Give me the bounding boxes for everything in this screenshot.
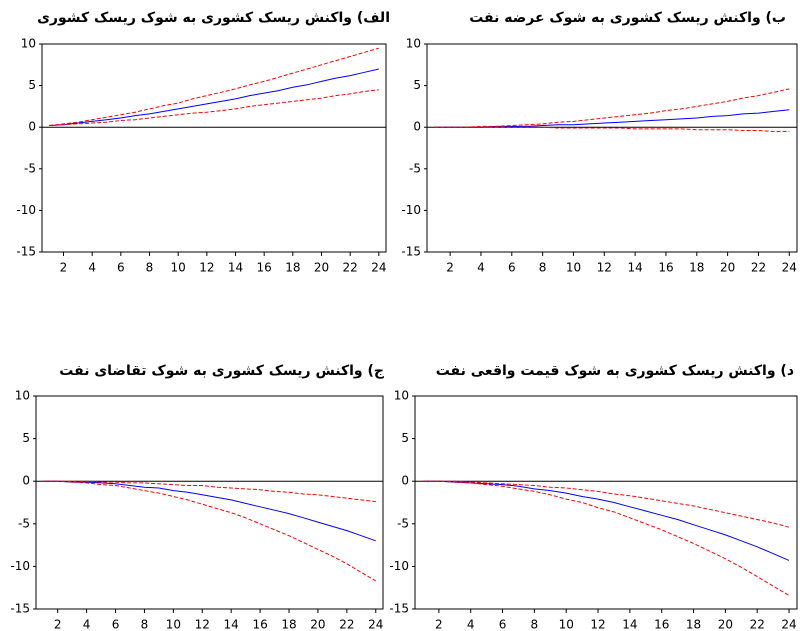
x-tick-label: 12 [195, 618, 210, 631]
series-line [43, 481, 376, 501]
x-tick-label: 16 [257, 261, 272, 275]
x-tick-label: 10 [171, 261, 186, 275]
series-line [43, 481, 376, 541]
plot-frame [36, 396, 383, 609]
y-tick-label: 5 [401, 431, 409, 445]
y-tick-label: -15 [401, 245, 421, 259]
x-tick-label: 8 [539, 261, 547, 275]
x-tick-label: 22 [751, 261, 766, 275]
x-tick-label: 20 [310, 618, 325, 631]
x-tick-label: 16 [252, 618, 267, 631]
chart-title: ب) واکنش ریسک کشوری به شوک عرضه نفت [469, 10, 786, 26]
x-tick-label: 22 [343, 261, 358, 275]
x-tick-label: 8 [531, 618, 539, 631]
x-tick-label: 6 [499, 618, 507, 631]
x-tick-label: 14 [228, 261, 243, 275]
x-tick-label: 16 [658, 261, 673, 275]
x-tick-label: 10 [559, 618, 574, 631]
x-tick-label: 12 [597, 261, 612, 275]
y-tick-label: 0 [28, 120, 36, 134]
y-tick-label: 0 [22, 474, 30, 488]
series-line [49, 48, 379, 125]
x-tick-label: 12 [590, 618, 605, 631]
y-tick-label: -10 [401, 203, 421, 217]
x-tick-label: 2 [54, 618, 62, 631]
x-tick-label: 18 [285, 261, 300, 275]
plot-frame [42, 44, 386, 252]
x-tick-label: 18 [689, 261, 704, 275]
x-tick-label: 4 [477, 261, 485, 275]
x-tick-label: 6 [508, 261, 516, 275]
y-tick-label: -5 [18, 516, 30, 530]
y-tick-label: -5 [397, 516, 409, 530]
chart-title: ج) واکنش ریسک کشوری به شوک تقاضای نفت [59, 363, 385, 379]
y-tick-label: -5 [409, 161, 421, 175]
y-tick-label: -10 [389, 559, 409, 573]
x-tick-label: 4 [83, 618, 91, 631]
x-tick-label: 12 [199, 261, 214, 275]
x-tick-label: 14 [627, 261, 642, 275]
plot-frame [427, 44, 797, 252]
y-tick-label: 5 [22, 431, 30, 445]
y-tick-label: -5 [24, 161, 36, 175]
y-tick-label: 0 [401, 474, 409, 488]
y-tick-label: 10 [394, 389, 409, 403]
x-tick-label: 6 [112, 618, 120, 631]
x-tick-label: 16 [654, 618, 669, 631]
series-line [435, 110, 790, 128]
x-tick-label: 4 [88, 261, 96, 275]
y-tick-label: 5 [413, 78, 421, 92]
series-line [49, 69, 379, 126]
series-line [435, 127, 790, 131]
y-tick-label: 10 [406, 37, 421, 51]
y-tick-label: -15 [389, 602, 409, 616]
x-tick-label: 8 [141, 618, 149, 631]
plot-frame [415, 396, 797, 609]
x-tick-label: 2 [446, 261, 454, 275]
x-tick-label: 2 [435, 618, 443, 631]
x-tick-label: 14 [224, 618, 239, 631]
x-tick-label: 24 [781, 618, 796, 631]
x-tick-label: 10 [166, 618, 181, 631]
x-tick-label: 18 [281, 618, 296, 631]
x-tick-label: 24 [371, 261, 386, 275]
x-tick-label: 22 [750, 618, 765, 631]
x-tick-label: 24 [368, 618, 383, 631]
x-tick-label: 2 [60, 261, 68, 275]
y-tick-label: 5 [28, 78, 36, 92]
chart-title: د) واکنش ریسک کشوری به شوک قیمت واقعی نف… [436, 363, 794, 379]
series-line [435, 89, 790, 127]
chart-title: الف) واکنش ریسک کشوری به شوک ریسک کشوری [37, 10, 390, 26]
x-tick-label: 4 [467, 618, 475, 631]
x-tick-label: 8 [146, 261, 154, 275]
x-tick-label: 18 [686, 618, 701, 631]
series-line [423, 481, 789, 527]
y-tick-label: -15 [16, 245, 36, 259]
x-tick-label: 6 [117, 261, 125, 275]
y-tick-label: 0 [413, 120, 421, 134]
x-tick-label: 20 [314, 261, 329, 275]
x-tick-label: 24 [782, 261, 797, 275]
y-tick-label: 10 [21, 37, 36, 51]
x-tick-label: 20 [720, 261, 735, 275]
chart: الف) واکنش ریسک کشوری به شوک ریسک کشوری1… [0, 0, 800, 631]
y-tick-label: -10 [10, 559, 30, 573]
y-tick-label: -15 [10, 602, 30, 616]
x-tick-label: 20 [718, 618, 733, 631]
x-tick-label: 10 [566, 261, 581, 275]
y-tick-label: 10 [15, 389, 30, 403]
x-tick-label: 14 [622, 618, 637, 631]
y-tick-label: -10 [16, 203, 36, 217]
x-tick-label: 22 [339, 618, 354, 631]
